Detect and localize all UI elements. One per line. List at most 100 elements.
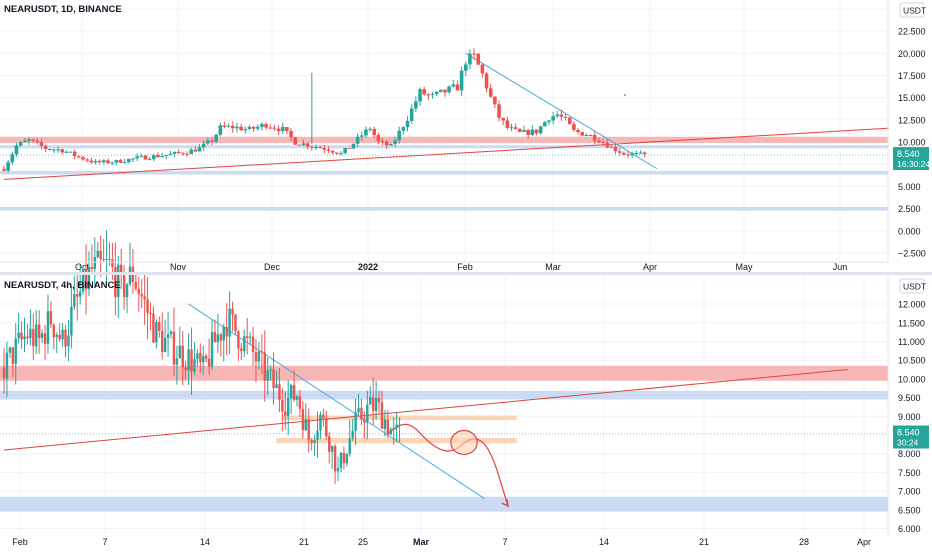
candle: [426, 93, 431, 101]
candle: [251, 326, 255, 367]
candle: [225, 303, 228, 356]
candle-body: [322, 147, 327, 150]
time-axis[interactable]: Oct Nov Dec 2022 Feb Mar Apr May Jun: [75, 262, 847, 272]
candle: [222, 121, 227, 129]
candle: [210, 318, 214, 371]
candle: [351, 143, 356, 150]
candle: [201, 140, 206, 152]
x-tick-label: Oct: [75, 262, 90, 272]
candle-body: [76, 294, 79, 297]
x-tick-label: Feb: [12, 537, 28, 547]
candle-body: [196, 353, 199, 360]
candle: [176, 149, 181, 154]
candle-body: [430, 94, 435, 96]
candle: [216, 313, 220, 354]
candle-body: [451, 84, 456, 87]
candle-body: [398, 424, 401, 426]
candle-body: [67, 335, 70, 347]
candle-body: [168, 153, 173, 156]
candle: [131, 249, 135, 295]
candle-body: [343, 148, 347, 153]
candle-body: [264, 123, 268, 128]
price-zone: [0, 365, 888, 381]
candle: [363, 411, 366, 439]
candle: [260, 122, 264, 131]
candle-body: [2, 367, 6, 379]
candle: [17, 312, 20, 344]
candle-body: [345, 453, 349, 464]
currency-label[interactable]: USDT: [899, 2, 926, 18]
candle: [193, 146, 198, 152]
candle-body: [347, 148, 352, 150]
price-axis-bg: [889, 0, 932, 262]
candle: [122, 265, 126, 310]
candle-body: [169, 331, 173, 335]
candle: [522, 125, 526, 133]
candle-body: [366, 404, 369, 423]
candle: [280, 122, 285, 135]
candle-body: [355, 136, 360, 144]
candle: [143, 272, 146, 325]
candle-body: [114, 159, 119, 163]
time-axis[interactable]: Feb 7 14 21 25 Mar 7 14 21 28 Apr: [12, 537, 871, 547]
candle-body: [257, 351, 261, 362]
candle-body: [181, 345, 184, 368]
candle: [117, 256, 120, 318]
candle-body: [459, 70, 464, 91]
candle: [102, 159, 106, 165]
price-axis[interactable]: 12.000 11.500 11.000 10.500 10.000 9.500 9.000…: [0, 276, 932, 536]
candle: [418, 87, 422, 106]
candle: [52, 323, 56, 350]
candle: [357, 393, 360, 416]
candle: [60, 148, 65, 155]
candle-body: [260, 351, 264, 353]
candle-body: [360, 407, 363, 420]
candle: [240, 342, 243, 360]
candle: [20, 321, 23, 349]
candle-body: [87, 267, 91, 290]
pane-separator[interactable]: [0, 272, 932, 275]
candle: [27, 137, 31, 145]
candle-body: [617, 151, 622, 153]
candle-body: [307, 419, 310, 441]
candle: [73, 275, 76, 311]
price-axis[interactable]: 22.50020.00017.50015.00012.50010.0007.50…: [0, 0, 932, 262]
candle: [366, 390, 369, 440]
candle-body: [239, 126, 243, 131]
candle-body: [237, 331, 240, 349]
candle-body: [272, 369, 275, 389]
candle: [55, 332, 58, 354]
candle: [342, 446, 346, 470]
candle: [314, 144, 318, 150]
candle-body: [298, 396, 302, 409]
candle: [605, 138, 609, 149]
candle-body: [158, 321, 161, 331]
candle-body: [555, 114, 560, 117]
candle: [292, 370, 296, 402]
candle-body: [248, 336, 252, 338]
currency-label-text: USDT: [903, 6, 926, 16]
candle-body: [255, 126, 260, 129]
currency-label[interactable]: USDT: [899, 278, 926, 294]
candle: [134, 273, 138, 291]
chart-title: NEARUSDT, 1D, BINANCE: [4, 4, 122, 15]
candle-body: [134, 281, 138, 289]
candle-body: [135, 156, 139, 159]
candle-body: [269, 369, 272, 371]
candle: [190, 327, 193, 396]
candle: [114, 159, 119, 166]
candle-body: [175, 358, 179, 365]
candle-body: [342, 452, 346, 464]
candle: [380, 390, 384, 429]
candle-body: [384, 141, 389, 146]
candle: [472, 48, 476, 60]
candle: [526, 128, 530, 140]
candle-body: [81, 268, 85, 292]
candle: [319, 411, 322, 440]
candle-body: [160, 156, 164, 158]
candle-body: [522, 130, 526, 132]
candle: [197, 144, 202, 152]
candle: [72, 149, 77, 160]
candle: [336, 456, 340, 482]
